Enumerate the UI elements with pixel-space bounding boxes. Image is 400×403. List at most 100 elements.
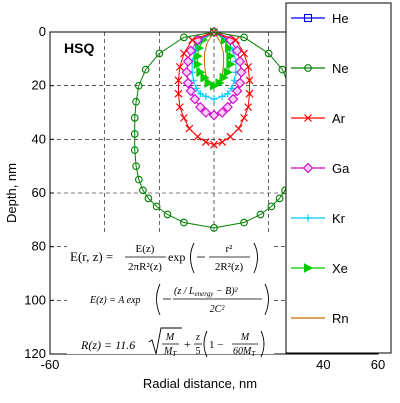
x-axis-label: Radial distance, nm: [143, 376, 257, 391]
point-ne-13: [152, 202, 161, 211]
point-ga-4: [181, 66, 192, 78]
point-ga-1: [192, 34, 203, 46]
y-tick-label-1: 20: [32, 78, 46, 93]
eq3-frac-den: 5: [196, 346, 201, 357]
eq1-exp: exp: [168, 250, 185, 264]
point-kr-7: [196, 90, 204, 98]
point-kr-10: [218, 92, 226, 100]
point-ne-5: [132, 97, 140, 106]
point-ar-11: [210, 140, 218, 149]
point-ne-11: [139, 186, 147, 195]
point-ar-7: [180, 113, 188, 122]
point-ne-30: [264, 49, 273, 58]
point-ga-7: [189, 93, 201, 105]
eq3-sqrt-den: MT: [163, 346, 177, 358]
point-ne-10: [134, 175, 143, 184]
point-ar-2: [180, 49, 188, 58]
point-ga-2: [185, 45, 197, 57]
eq1-right-paren: [253, 242, 258, 274]
point-ar-16: [244, 103, 253, 112]
point-ne-3: [141, 65, 150, 74]
series-layer: [130, 26, 298, 232]
point-ne-1: [180, 33, 188, 42]
point-kr-8: [202, 92, 210, 100]
equation-radius: R(z) = 11.6 M MT + z 5 1 − M 60MT: [80, 327, 265, 358]
legend-box: [285, 2, 392, 354]
point-ar-18: [245, 76, 254, 85]
point-xe-12: [226, 59, 236, 70]
eq3-sqrt-num: M: [165, 332, 175, 343]
legend-marker-kr: [304, 214, 312, 222]
point-ar-1: [188, 36, 197, 44]
equation-block: E(r, z) = E(z) 2πR²(z) exp r² 2R²(z) E(z…: [67, 232, 274, 358]
point-ga-9: [200, 107, 212, 118]
point-xe-7: [204, 78, 214, 88]
y-tick-label-5: 100: [24, 292, 46, 307]
point-ga-5: [182, 77, 194, 89]
y-tick-label-2: 40: [32, 131, 46, 146]
eq2-lhs: E(z) = A exp: [89, 295, 141, 306]
point-xe-4: [193, 59, 203, 70]
point-ne-4: [134, 81, 143, 90]
point-ne-18: [256, 210, 265, 219]
x-axis-ticks: -60 40 60: [41, 350, 385, 372]
legend-label-ne: Ne: [332, 61, 349, 76]
point-ar-13: [226, 132, 235, 141]
point-ar-12: [218, 138, 227, 146]
point-ne-9: [132, 162, 140, 171]
eq2-num: (z / Lenergy − B)²: [174, 286, 239, 298]
legend-item-rn: Rn: [291, 311, 349, 326]
point-kr-12: [228, 84, 236, 92]
panel-label: HSQ: [64, 40, 94, 56]
point-xe-13: [226, 51, 236, 61]
point-ne-16: [210, 224, 218, 232]
point-ar-10: [201, 138, 210, 146]
point-ne-19: [267, 202, 276, 211]
legend-item-kr: Kr: [291, 211, 346, 226]
legend-item-he: He: [291, 11, 349, 26]
point-ar-4: [174, 76, 183, 85]
point-ar-8: [185, 124, 194, 133]
point-ar-19: [244, 62, 253, 71]
x-tick-label-1: 40: [316, 357, 330, 372]
point-ar-14: [234, 124, 243, 133]
point-ga-10: [208, 109, 220, 121]
equation-depth-energy: E(z) = A exp (z / Lenergy − B)² 2C²: [89, 283, 269, 316]
x-tick-label-0: -60: [41, 357, 60, 372]
point-ar-3: [175, 62, 184, 71]
point-ga-11: [216, 107, 228, 118]
y-tick-label-3: 60: [32, 185, 46, 200]
legend-marker-he: [303, 13, 313, 23]
eq3-inner-num: M: [240, 332, 250, 343]
legend-marker-xe: [304, 263, 314, 273]
eq3-plus: +: [184, 337, 191, 351]
y-axis-ticks: 0 20 40 60 80 100 120: [24, 24, 54, 361]
eq3-right-paren: [260, 330, 265, 358]
point-ne-7: [130, 130, 139, 138]
point-ar-6: [175, 103, 184, 112]
y-tick-label-6: 120: [24, 346, 46, 361]
point-ar-9: [193, 132, 202, 141]
point-ga-15: [234, 77, 246, 89]
y-axis-label: Depth, nm: [4, 163, 19, 223]
point-ga-19: [225, 34, 236, 46]
point-kr-11: [224, 90, 232, 98]
point-ga-14: [231, 85, 243, 97]
eq1-den: 2πR²(z): [128, 261, 162, 273]
point-kr-5: [190, 76, 197, 84]
eq1-inner-den: 2R²(z): [215, 261, 244, 273]
point-ga-16: [236, 66, 247, 78]
eq2-right-paren: [264, 283, 269, 316]
legend-marker-ne: [304, 64, 312, 72]
eq1-left-paren: [190, 242, 195, 274]
point-ne-31: [240, 33, 248, 42]
point-kr-9: [210, 95, 218, 103]
point-ga-3: [182, 56, 194, 67]
legend-label-he: He: [332, 11, 349, 26]
point-ar-17: [245, 89, 254, 98]
equation-energy-density: E(r, z) = E(z) 2πR²(z) exp r² 2R²(z): [70, 242, 258, 274]
point-kr-13: [231, 76, 238, 84]
series-ar: [174, 28, 254, 149]
y-tick-label-4: 80: [32, 239, 46, 254]
